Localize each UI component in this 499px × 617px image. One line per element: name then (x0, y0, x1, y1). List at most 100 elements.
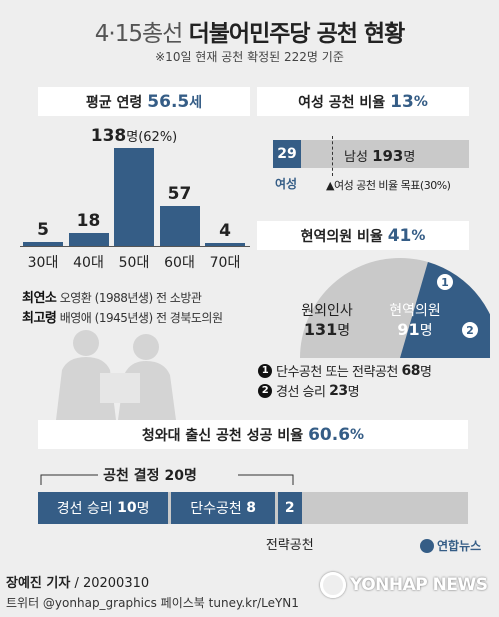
men-label: 남성 (344, 150, 368, 165)
women-label: 여성 (275, 177, 298, 191)
age-bar (205, 243, 245, 246)
decision-label-group: 공천 결정 20명 (102, 465, 198, 485)
segment-strategic-nomination: 2 (277, 492, 302, 524)
eldest-label: 최고령 (22, 311, 57, 326)
silhouette-illustration (56, 330, 176, 420)
women-banner-value: 13 (390, 91, 414, 112)
legend-item-1: 1 단수공천 또는 전략공천 68 명 (258, 361, 432, 380)
age-bar-chart: 5 30대 18 40대 138명(62%) 50대 57 60대 4 70대 (20, 120, 256, 290)
legend-1-count: 68 (401, 362, 421, 379)
age-x-tick-label: 30대 (27, 255, 59, 271)
youngest-text: 오영환 (1988년생) 전 소방관 (59, 291, 202, 305)
women-banner: 여성 공천 비율 13% (257, 87, 469, 116)
eldest-text: 배영애 (1945년생) 전 경북도의원 (59, 311, 223, 325)
legend-1-text: 단수공천 또는 전략공천 (276, 365, 398, 380)
age-bar-value-label: 5 (37, 220, 49, 241)
age-axis-line (20, 246, 250, 247)
segment-primary-win: 경선 승리 10 명 (38, 492, 169, 524)
women-segment: 29 (273, 140, 301, 168)
age-bar (159, 205, 200, 246)
seg1-unit: 명 (136, 501, 150, 517)
bluehouse-banner-label: 청와대 출신 공천 성공 비율 (141, 427, 304, 444)
age-bar-value-label: 4 (219, 221, 231, 242)
men-unit: 명 (403, 150, 416, 165)
legend-2-marker: 2 (258, 383, 272, 398)
brand-small-text: 연합뉴스 (437, 539, 482, 553)
seg1-value: 10 (117, 500, 137, 516)
men-label-group: 남성 193명 (344, 146, 415, 165)
legend-2-count: 23 (329, 382, 348, 399)
age-x-tick-label: 50대 (118, 255, 150, 271)
marker-1-circle (435, 272, 455, 292)
footer-social: 트위터 @yonhap_graphics 페이스북 tuney.kr/LeYN1 (6, 596, 299, 610)
legend-1-marker: 1 (258, 363, 272, 378)
segment-single-nomination: 단수공천 8 (171, 492, 275, 524)
legend-item-2: 2 경선 승리 23 명 (258, 381, 360, 400)
seg3-value: 2 (284, 500, 295, 516)
page-title: 4·15총선 더불어민주당 공천 현황 (0, 14, 499, 48)
seg2-label: 단수공천 (190, 501, 242, 517)
watermark-text: YONHAP NEWS (350, 575, 488, 595)
incumbent-banner: 현역의원 비율 41% (257, 221, 469, 250)
incumbent-banner-label: 현역의원 비율 (300, 228, 383, 245)
incumbent-banner-unit: % (411, 227, 426, 244)
men-count: 193 (372, 147, 404, 165)
outside-unit: 명 (337, 323, 351, 339)
eldest-note: 최고령 배영애 (1945년생) 전 경북도의원 (22, 307, 223, 326)
incumbent-banner-value: 41 (387, 225, 412, 246)
decision-unit: 명 (183, 468, 197, 484)
incumbent-unit: 명 (419, 323, 433, 339)
footer-date: / 20200310 (70, 576, 150, 591)
age-x-tick-label: 40대 (73, 255, 104, 271)
bluehouse-banner-unit: % (350, 426, 365, 443)
marker-1-text: 1 (441, 276, 449, 289)
seg3-caption: 전략공천 (265, 538, 314, 553)
seg1-label: 경선 승리 (56, 501, 113, 517)
target-note: ▲여성 공천 비율 목표(30%) (326, 179, 451, 192)
incumbent-label: 현역의원 (389, 303, 441, 319)
marker-2-circle (460, 320, 480, 340)
marker-2-text: 2 (466, 324, 474, 337)
age-banner: 평균 연령 56.5 세 (38, 87, 250, 116)
target-marker-line (331, 136, 333, 176)
youngest-note: 최연소 오영환 (1988년생) 전 소방관 (22, 287, 202, 306)
youngest-label: 최연소 (22, 291, 57, 306)
age-bar-value-label: 138명(62%) (90, 126, 178, 146)
brand-small: 연합뉴스 (420, 537, 481, 554)
yonhap-logo-icon (420, 538, 434, 553)
decision-count: 20 (164, 468, 184, 484)
legend-1-unit: 명 (420, 365, 432, 380)
incumbent-pie-chart: 1 2 (300, 258, 490, 358)
footer-author: 장예진 기자 (6, 576, 71, 591)
outside-label: 원외인사 (301, 303, 353, 319)
age-bar-value-label: 18 (76, 211, 101, 232)
watermark: YONHAP NEWS (320, 572, 488, 598)
age-bar (114, 148, 154, 246)
women-ratio-bar (273, 140, 469, 168)
decision-label: 공천 결정 (103, 468, 160, 484)
outside-label-group: 원외인사 131명 (282, 300, 372, 340)
bluehouse-banner-value: 60.6 (308, 424, 351, 445)
age-bar (23, 242, 63, 246)
bluehouse-banner: 청와대 출신 공천 성공 비율 60.6% (38, 420, 468, 449)
age-bar (68, 233, 109, 246)
age-x-tick-label: 70대 (209, 255, 241, 271)
age-banner-value: 56.5 (147, 91, 190, 112)
outside-count: 131 (303, 320, 338, 339)
footer-credit: 장예진 기자 / 20200310 (6, 572, 149, 591)
title-part1: 4·15총선 (94, 21, 184, 47)
age-x-tick-label: 60대 (164, 255, 195, 271)
incumbent-label-group: 현역의원 91명 (370, 300, 460, 340)
women-count: 29 (277, 146, 297, 162)
women-banner-unit: % (413, 93, 428, 110)
age-banner-label: 평균 연령 (85, 94, 143, 111)
seg2-value: 8 (246, 500, 256, 516)
title-part2: 더불어민주당 공천 현황 (188, 21, 406, 47)
legend-2-unit: 명 (347, 385, 360, 400)
age-banner-unit: 세 (189, 94, 203, 111)
legend-2-text: 경선 승리 (276, 385, 326, 400)
page-subtitle: ※10일 현재 공천 확정된 222명 기준 (155, 50, 344, 64)
watermark-logo-icon (320, 572, 346, 598)
women-banner-label: 여성 공천 비율 (298, 94, 386, 111)
incumbent-count: 91 (397, 320, 420, 339)
